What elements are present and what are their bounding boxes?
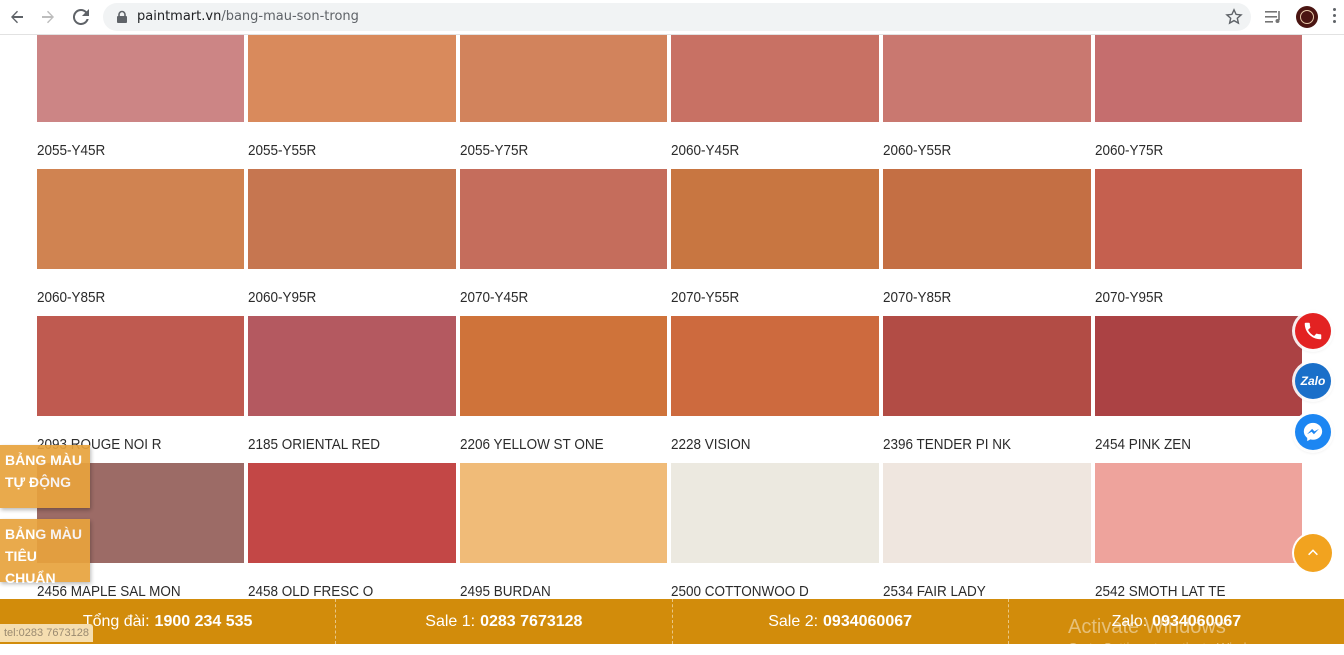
auto-palette-button[interactable]: BẢNG MÀU TỰ ĐỘNG xyxy=(0,445,90,508)
color-swatch[interactable] xyxy=(671,35,879,122)
address-bar[interactable]: paintmart.vn/bang-mau-son-trong xyxy=(103,3,1251,31)
color-swatch[interactable] xyxy=(883,463,1091,563)
swatch-label[interactable]: 2500 COTTONWOO D xyxy=(671,583,809,600)
swatch-label[interactable]: 2070-Y85R xyxy=(883,289,952,306)
swatch-label[interactable]: 2055-Y45R xyxy=(37,142,106,159)
sale1-link[interactable]: Sale 1: 0283 7673128 xyxy=(336,599,673,644)
color-swatch[interactable] xyxy=(248,316,456,416)
url-path: /bang-mau-son-trong xyxy=(221,9,359,24)
swatch-label[interactable]: 2206 YELLOW ST ONE xyxy=(460,436,604,453)
swatch-label[interactable]: 2055-Y55R xyxy=(248,142,317,159)
url-domain: paintmart.vn xyxy=(137,9,222,24)
phone-call-button[interactable] xyxy=(1295,313,1331,349)
swatch-label[interactable]: 2070-Y95R xyxy=(1095,289,1164,306)
standard-palette-line1: BẢNG MÀU xyxy=(5,526,82,542)
swatch-label[interactable]: 2060-Y75R xyxy=(1095,142,1164,159)
swatch-label[interactable]: 2055-Y75R xyxy=(460,142,529,159)
swatch-label[interactable]: 2185 ORIENTAL RED xyxy=(248,436,381,453)
messenger-chat-button[interactable] xyxy=(1295,414,1331,450)
swatch-label[interactable]: 2458 OLD FRESC O xyxy=(248,583,374,600)
forward-arrow-icon[interactable] xyxy=(36,5,60,29)
color-swatch[interactable] xyxy=(460,463,667,563)
swatch-label[interactable]: 2456 MAPLE SAL MON xyxy=(37,583,181,600)
lock-icon xyxy=(117,10,127,23)
color-swatch[interactable] xyxy=(37,316,244,416)
profile-avatar[interactable] xyxy=(1296,6,1318,28)
link-status-tooltip: tel:0283 7673128 xyxy=(0,624,94,642)
zalo-label: Zalo: xyxy=(1111,612,1148,630)
color-swatch[interactable] xyxy=(1095,316,1302,416)
swatch-label[interactable]: 2060-Y85R xyxy=(37,289,106,306)
reload-icon[interactable] xyxy=(69,5,93,29)
color-swatch[interactable] xyxy=(37,35,244,122)
swatch-label[interactable]: 2228 VISION xyxy=(671,436,751,453)
chevron-up-icon xyxy=(1308,549,1318,556)
swatch-label[interactable]: 2060-Y55R xyxy=(883,142,952,159)
color-swatch[interactable] xyxy=(883,35,1091,122)
color-swatch[interactable] xyxy=(1095,463,1302,563)
color-swatch[interactable] xyxy=(883,169,1091,269)
color-swatch[interactable] xyxy=(1095,35,1302,122)
zalo-icon: Zalo xyxy=(1300,374,1326,388)
url-text: paintmart.vn/bang-mau-son-trong xyxy=(137,9,359,24)
color-swatch[interactable] xyxy=(460,169,667,269)
bookmark-star-icon[interactable] xyxy=(1225,8,1243,26)
color-swatch[interactable] xyxy=(1095,169,1302,269)
color-swatch[interactable] xyxy=(671,316,879,416)
swatch-label[interactable]: 2542 SMOTH LAT TE xyxy=(1095,583,1226,600)
standard-palette-line2: TIÊU CHUẨN xyxy=(5,548,56,586)
color-swatch[interactable] xyxy=(883,316,1091,416)
color-swatch[interactable] xyxy=(671,169,879,269)
standard-palette-button[interactable]: BẢNG MÀU TIÊU CHUẨN xyxy=(0,519,90,586)
sale2-label: Sale 2: xyxy=(768,612,819,630)
browser-toolbar: paintmart.vn/bang-mau-son-trong xyxy=(0,0,1344,35)
swatch-label[interactable]: 2070-Y45R xyxy=(460,289,529,306)
swatch-label[interactable]: 2495 BURDAN xyxy=(460,583,551,600)
swatch-label[interactable]: 2396 TENDER PI NK xyxy=(883,436,1012,453)
hotline-label: Tổng đài: xyxy=(82,612,150,630)
more-menu-icon[interactable] xyxy=(1332,8,1338,26)
sale2-number: 0934060067 xyxy=(823,612,913,630)
auto-palette-line1: BẢNG MÀU xyxy=(5,452,82,468)
back-arrow-icon[interactable] xyxy=(5,5,29,29)
color-swatch[interactable] xyxy=(460,316,667,416)
auto-palette-line2: TỰ ĐỘNG xyxy=(5,474,72,490)
swatch-label[interactable]: 2070-Y55R xyxy=(671,289,740,306)
hotline-link[interactable]: Tổng đài: 1900 234 535 xyxy=(0,599,337,644)
media-queue-icon[interactable] xyxy=(1264,8,1284,26)
messenger-icon xyxy=(1303,422,1323,442)
swatch-label[interactable]: 2454 PINK ZEN xyxy=(1095,436,1192,453)
phone-icon xyxy=(1304,322,1322,340)
color-swatch[interactable] xyxy=(248,463,456,563)
scroll-to-top-button[interactable] xyxy=(1294,534,1332,572)
swatch-label[interactable]: 2060-Y95R xyxy=(248,289,317,306)
sale2-link[interactable]: Sale 2: 0934060067 xyxy=(673,599,1009,644)
hotline-number: 1900 234 535 xyxy=(154,612,253,630)
zalo-number: 0934060067 xyxy=(1152,612,1242,630)
color-swatch[interactable] xyxy=(248,35,456,122)
swatch-label[interactable]: 2534 FAIR LADY xyxy=(883,583,986,600)
color-swatch[interactable] xyxy=(37,169,244,269)
color-swatch[interactable] xyxy=(248,169,456,269)
sale1-number: 0283 7673128 xyxy=(480,612,583,630)
contact-bar: Tổng đài: 1900 234 535 Sale 1: 0283 767312… xyxy=(0,599,1344,644)
sale1-label: Sale 1: xyxy=(425,612,476,630)
color-swatch[interactable] xyxy=(460,35,667,122)
color-swatch[interactable] xyxy=(671,463,879,563)
zalo-link[interactable]: Zalo: 0934060067 xyxy=(1009,599,1344,644)
zalo-chat-button[interactable]: Zalo xyxy=(1295,363,1331,399)
swatch-label[interactable]: 2060-Y45R xyxy=(671,142,740,159)
